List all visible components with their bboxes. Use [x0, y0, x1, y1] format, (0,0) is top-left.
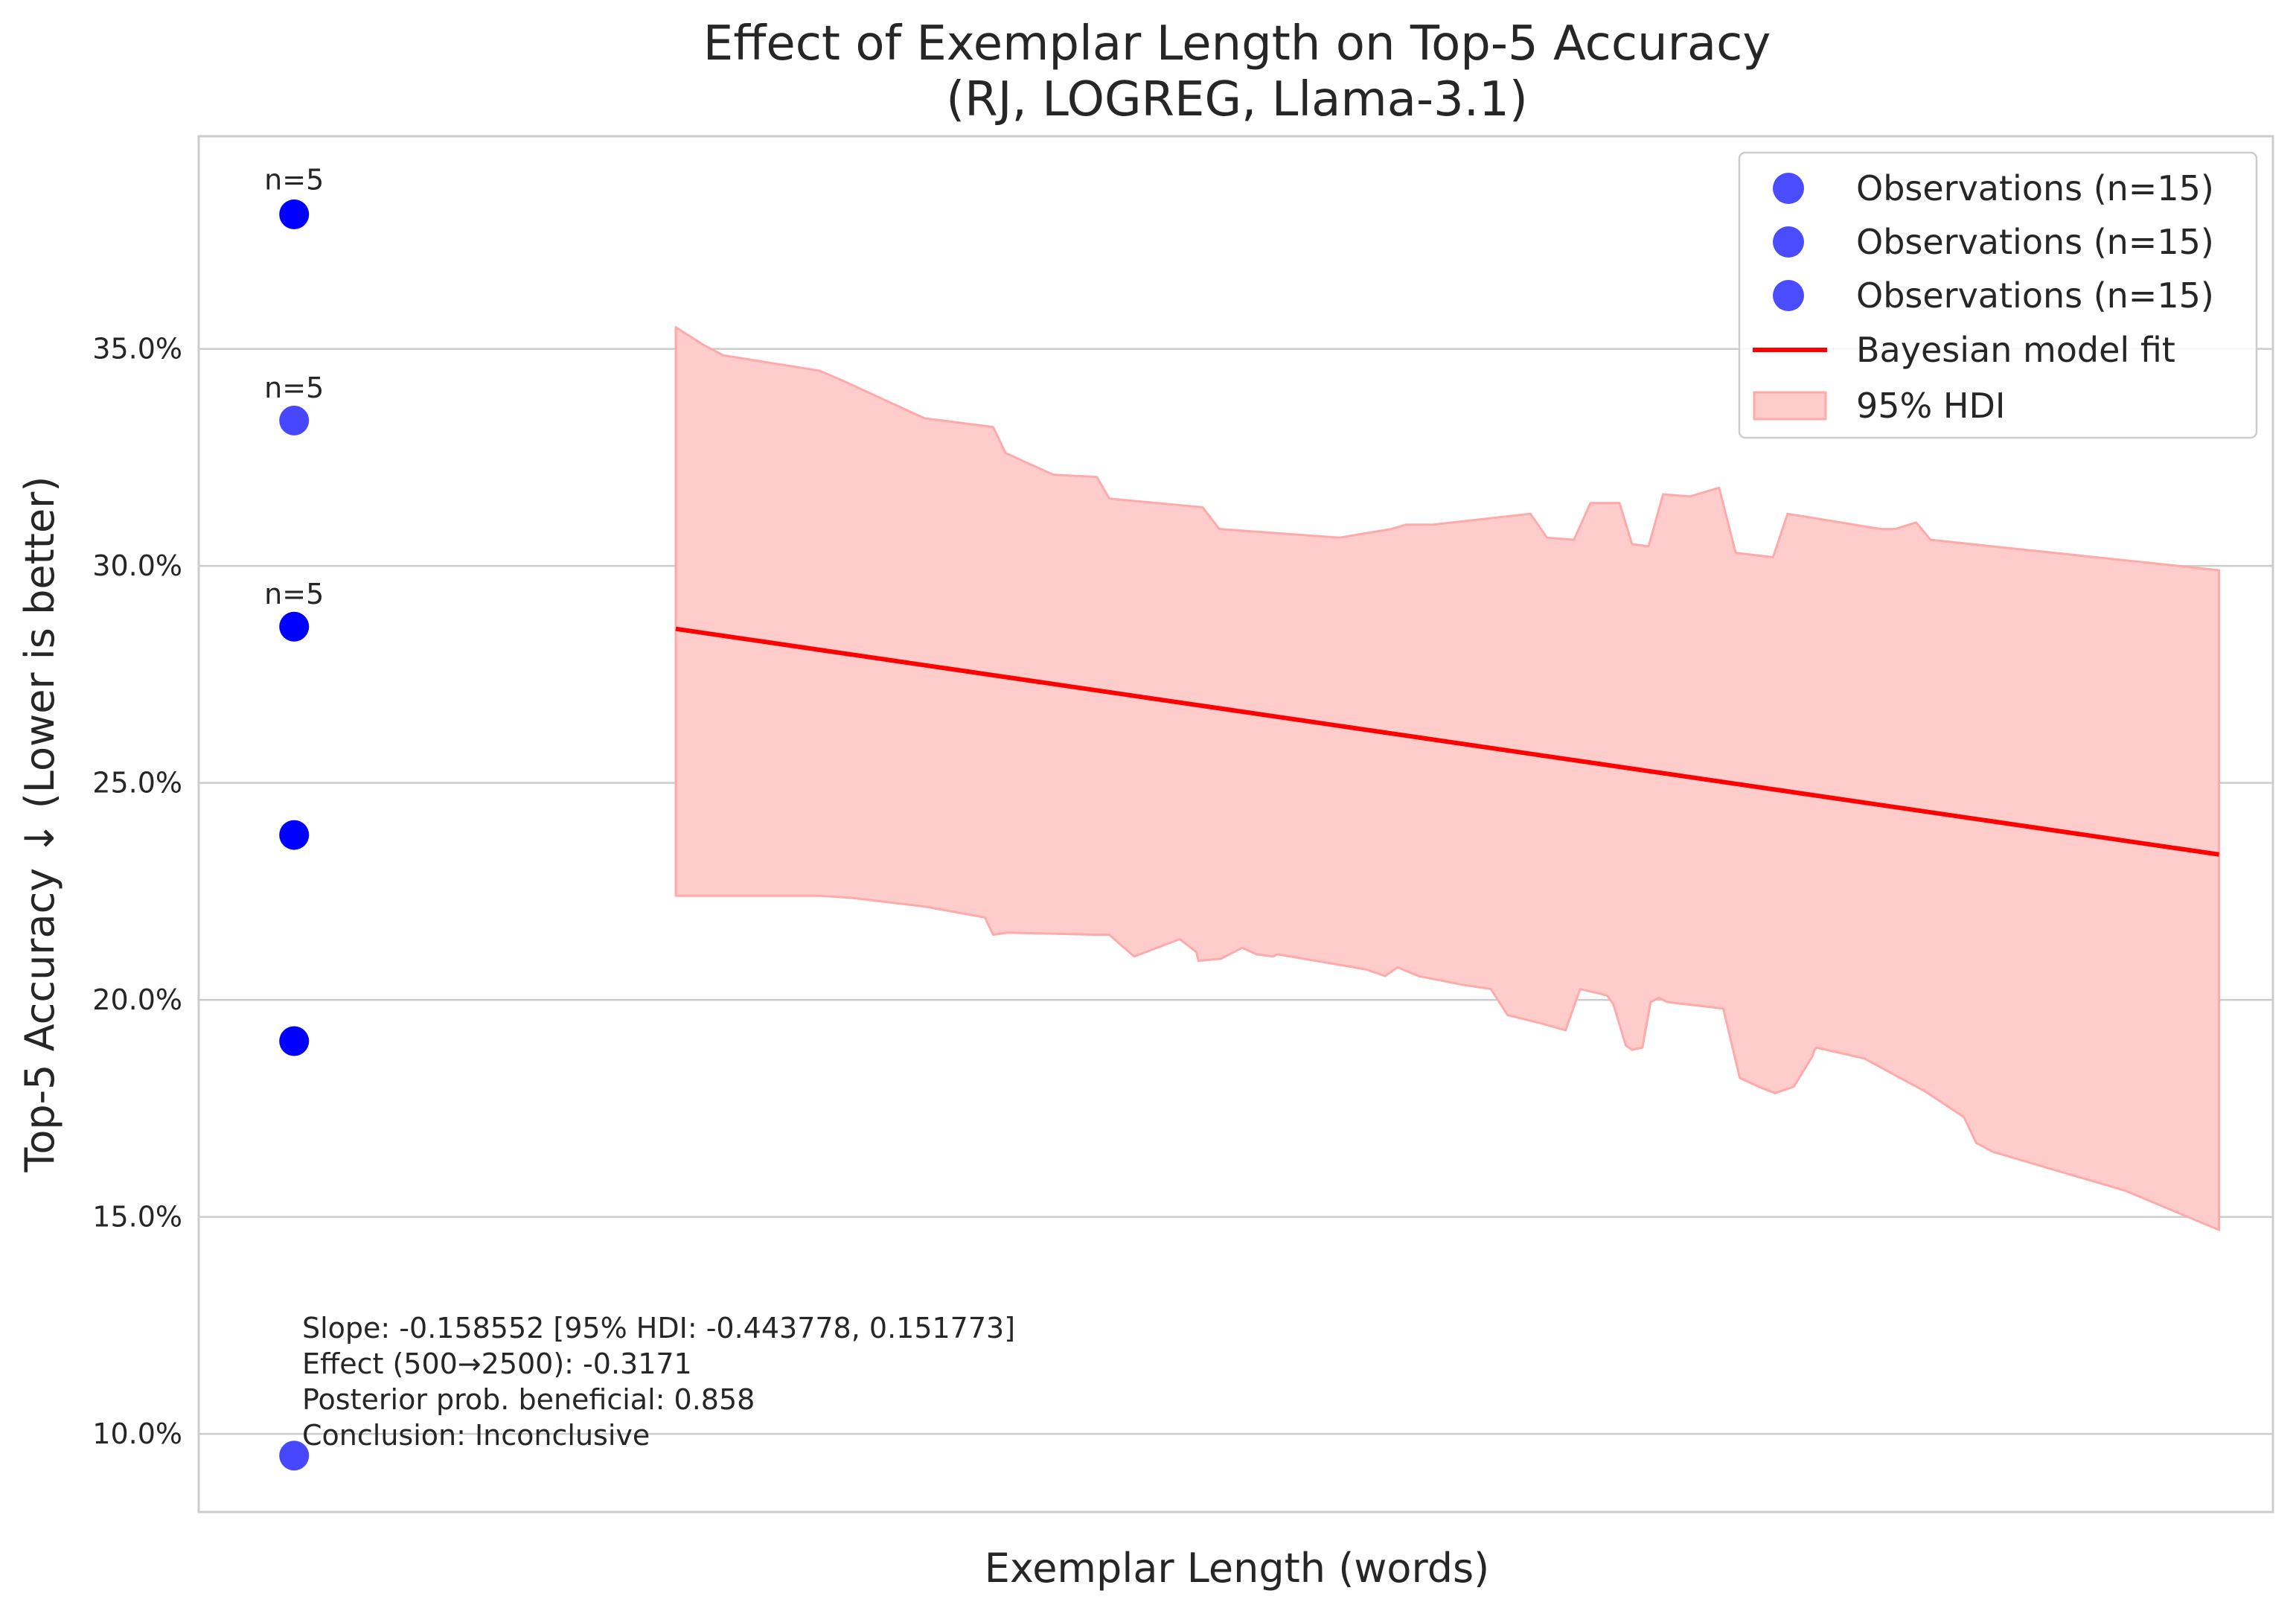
chart-title: Effect of Exemplar Length on Top-5 Accur… [703, 16, 1771, 71]
y-tick-label: 10.0% [92, 1417, 182, 1450]
legend-label: Observations (n=15) [1856, 275, 2214, 316]
legend-label: Observations (n=15) [1856, 222, 2214, 262]
legend-marker-observations [1773, 226, 1804, 258]
legend-marker-observations [1773, 280, 1804, 311]
y-tick-label: 15.0% [92, 1201, 182, 1234]
n-label: n=5 [264, 163, 324, 196]
observation-point [279, 199, 310, 229]
n-label: n=5 [264, 578, 324, 610]
y-tick-label: 35.0% [92, 333, 182, 366]
x-axis-label: Exemplar Length (words) [985, 1545, 1489, 1592]
legend-label: Bayesian model fit [1856, 330, 2175, 370]
legend-label: 95% HDI [1856, 386, 2005, 426]
fit-line-layer [675, 626, 2219, 857]
annotation-line: Effect (500→2500): -0.3171 [302, 1347, 692, 1380]
legend: Observations (n=15) Observations (n=15) Ob… [1738, 151, 2258, 439]
y-ticks: 10.0% 15.0% 20.0% 25.0% 30.0% 35.0% [92, 333, 182, 1450]
annotation-line: Slope: -0.158552 [95% HDI: -0.443778, 0.… [302, 1312, 1015, 1344]
observation-point [279, 405, 310, 436]
annotation-box [292, 1298, 1100, 1432]
n-label: n=5 [264, 371, 324, 404]
y-axis-label: Top-5 Accuracy ↓ (Lower is better) [16, 476, 63, 1173]
y-tick-label: 30.0% [92, 549, 182, 582]
legend-marker-observations [1773, 173, 1804, 204]
hdi-band-layer [674, 326, 2221, 1231]
chart-subtitle: (RJ, LOGREG, Llama-3.1) [946, 72, 1528, 127]
observation-point [279, 611, 310, 642]
observation-point [279, 1441, 310, 1471]
plot-frame [197, 135, 2274, 1513]
y-tick-label: 25.0% [92, 767, 182, 800]
observation-points [279, 199, 310, 1471]
observation-point [279, 1026, 310, 1056]
legend-patch-hdi [1753, 391, 1827, 421]
observation-point [279, 820, 310, 850]
y-tick-label: 20.0% [92, 983, 182, 1016]
annotation-line: Conclusion: Inconclusive [302, 1419, 650, 1452]
legend-label: Observations (n=15) [1856, 168, 2214, 208]
fit-line [675, 626, 2219, 857]
hdi-band [674, 326, 2221, 1231]
stats-annotation: Slope: -0.158552 [95% HDI: -0.443778, 0.… [292, 1298, 1100, 1452]
legend-box [1738, 151, 2258, 439]
n-labels: n=5 n=5 n=5 [264, 163, 324, 610]
annotation-line: Posterior prob. beneficial: 0.858 [302, 1383, 755, 1416]
